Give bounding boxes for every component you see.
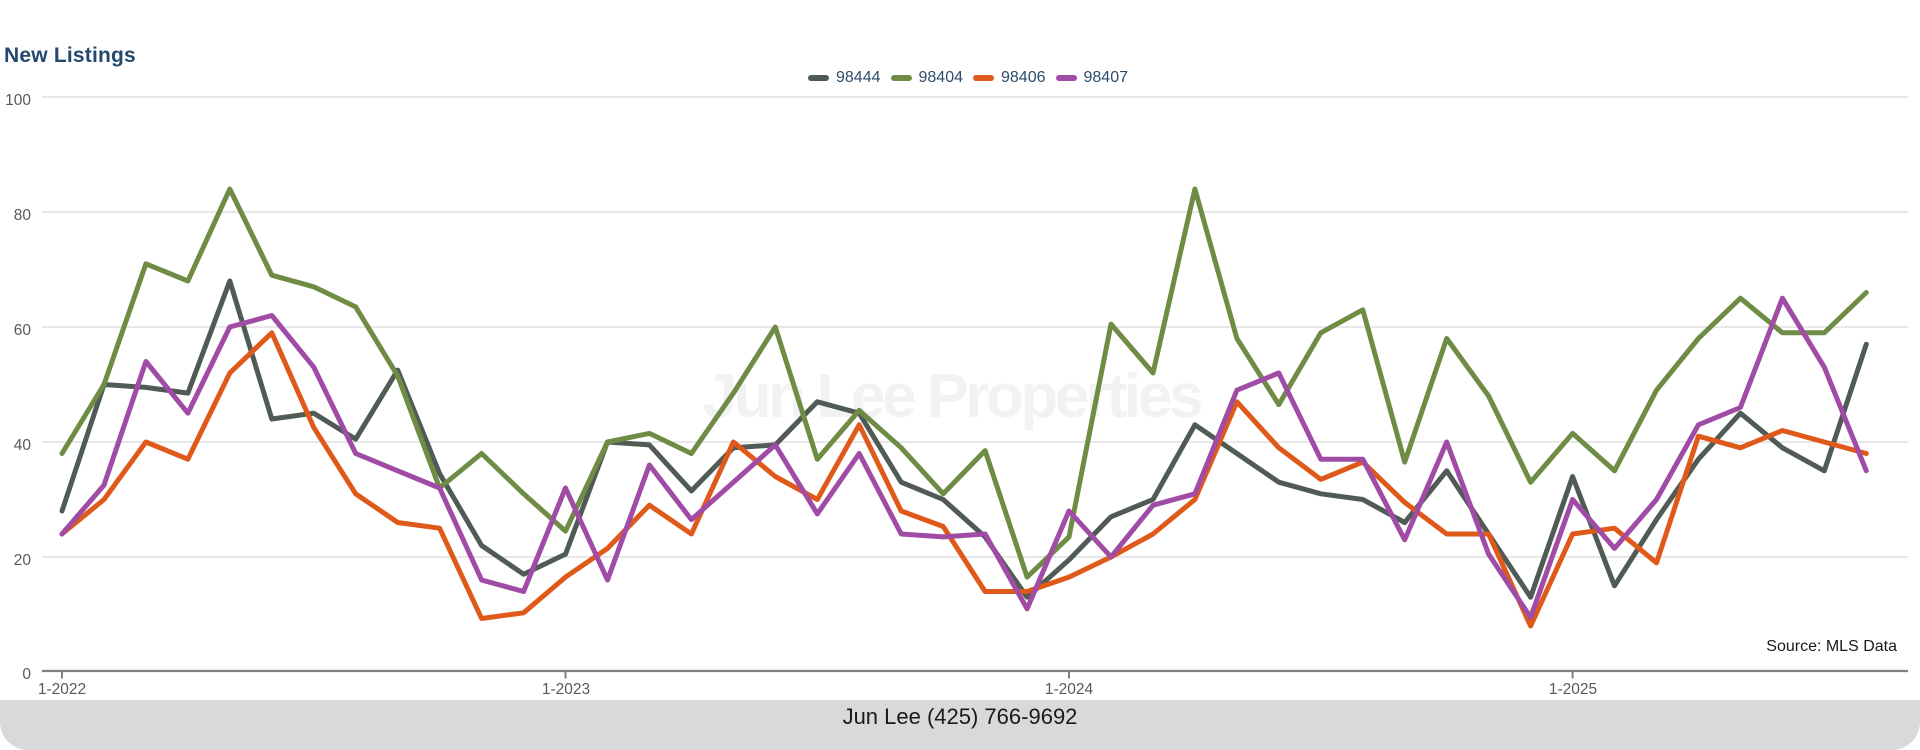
svg-text:Jun Lee Properties: Jun Lee Properties (703, 362, 1204, 431)
